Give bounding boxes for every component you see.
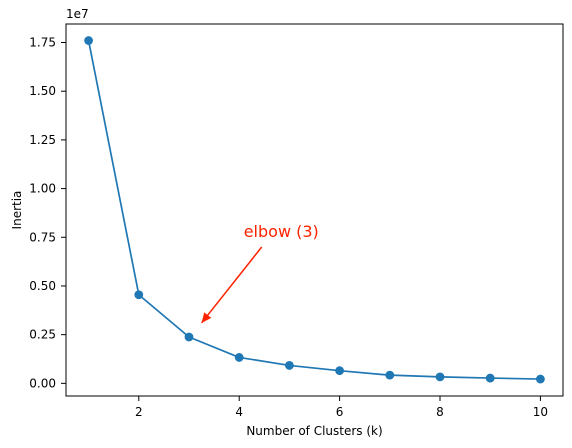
inertia-point-k-3 (184, 332, 194, 342)
annotation-arrow-head (201, 312, 212, 323)
x-tick-label: 6 (336, 405, 344, 419)
y-tick-label: 1.25 (29, 133, 56, 147)
x-axis-label: Number of Clusters (k) (246, 424, 382, 438)
y-tick-label: 0.75 (29, 230, 56, 244)
inertia-line (87, 39, 542, 380)
y-tick-label: 0.00 (29, 376, 56, 390)
y-tick-label: 1.00 (29, 182, 56, 196)
x-tick-label: 10 (533, 405, 548, 419)
inertia-point-k-10 (536, 374, 545, 384)
tick-layer: 2 4 6 8 10 0.00 0.25 0.50 0.75 1.00 1.25 1.50 1.75 (29, 36, 548, 419)
annotation-label: elbow (3) (244, 222, 319, 241)
x-tick-label: 4 (235, 405, 243, 419)
inertia-point-k-8 (435, 372, 445, 382)
y-tick-label: 1.75 (29, 36, 56, 50)
inertia-point-k-5 (285, 361, 294, 370)
y-axis-label: Inertia (10, 191, 24, 230)
inertia-point-k-4 (234, 353, 244, 362)
inertia-point-k-1 (84, 36, 93, 45)
inertia-point-k-7 (385, 370, 395, 380)
inertia-point-k-2 (134, 290, 144, 300)
y-tick-label: 0.25 (29, 328, 56, 342)
x-tick-label: 2 (135, 405, 143, 419)
annotation-arrow-line (200, 246, 263, 324)
plot-frame (65, 23, 564, 397)
label-layer: Number of Clusters (k) Inertia 1e7 elbow… (10, 7, 383, 438)
y-tick-label: 0.50 (29, 279, 56, 293)
y-scale-label: 1e7 (66, 7, 89, 21)
x-tick-label: 8 (436, 405, 444, 419)
plot-layer (65, 23, 564, 397)
inertia-point-k-6 (335, 366, 344, 376)
inertia-point-k-9 (485, 373, 495, 383)
y-tick-label: 1.50 (29, 84, 56, 98)
